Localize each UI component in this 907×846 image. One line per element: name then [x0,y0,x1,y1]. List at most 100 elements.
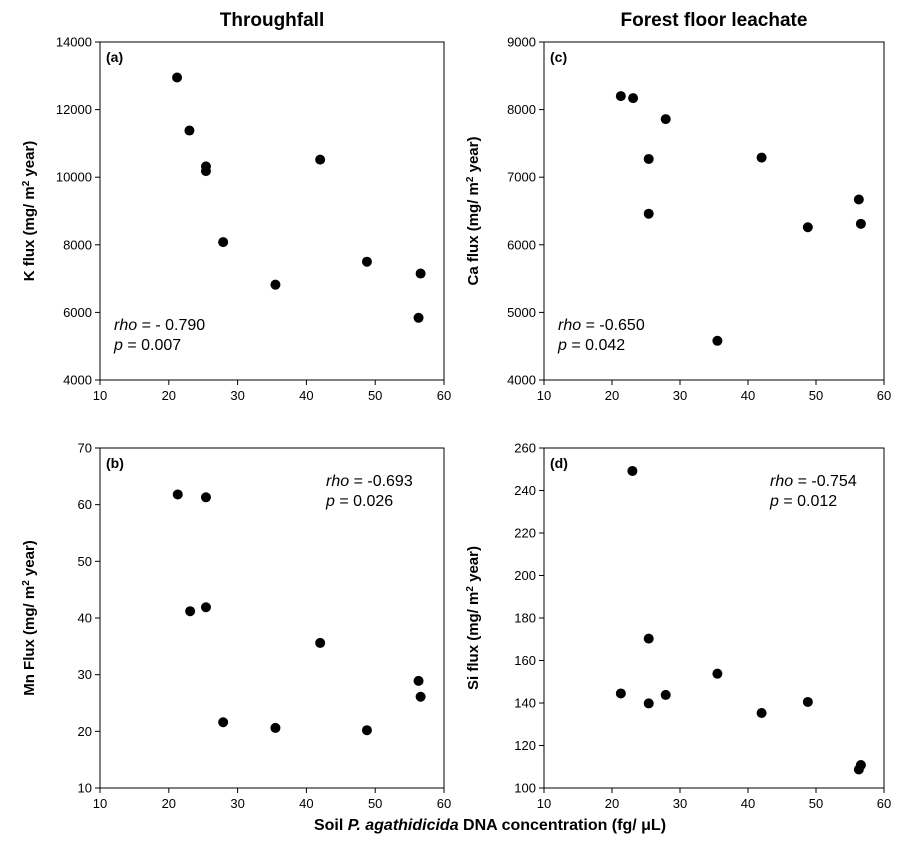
stat-p-value: = 0.042 [567,337,625,354]
x-tick-label: 40 [741,796,755,811]
y-tick-label: 180 [514,611,536,626]
data-point [200,166,211,177]
data-point [660,114,671,125]
data-point [315,637,326,648]
y-tick-label: 12000 [56,102,92,117]
stat-rho-symbol: rho [326,473,349,490]
y-axis-label-text: Si flux (mg/ m [465,592,482,690]
y-tick-label: 20 [78,724,92,739]
x-tick-label: 40 [299,796,313,811]
data-point [413,675,424,686]
y-axis-label: Ca flux (mg/ m2 year) [465,137,483,286]
data-point [415,691,426,702]
plot-frame [99,41,445,381]
x-tick-label: 50 [809,796,823,811]
stat-rho: rho = -0.650 [558,317,645,334]
x-axis-label-unit-start: DNA concentration (fg/ [459,817,642,834]
data-point [756,152,767,163]
stat-rho-value: = -0.754 [793,473,857,490]
y-axis-label-superscript: 2 [21,180,32,186]
stat-p-value: = 0.026 [335,493,393,510]
x-tick-label: 10 [93,796,107,811]
y-tick-label: 220 [514,526,536,541]
y-axis-label-unit: year) [21,141,38,181]
y-tick-label: 10000 [56,170,92,185]
y-tick-label: 6000 [63,305,92,320]
y-tick-label: 7000 [507,170,536,185]
stat-rho-symbol: rho [770,473,793,490]
data-point [172,489,183,500]
data-point [643,208,654,219]
y-axis-label-text: Ca flux (mg/ m [465,182,482,285]
data-point [855,218,866,229]
x-tick-label: 50 [809,388,823,403]
data-point [270,279,281,290]
stat-p: p = 0.042 [557,337,625,354]
x-tick-label: 50 [368,796,382,811]
stat-rho: rho = -0.754 [770,473,857,490]
x-tick-label: 60 [437,796,451,811]
data-point [660,689,671,700]
x-tick-label: 30 [230,796,244,811]
panel-label: (c) [550,49,567,65]
stat-rho-value: = -0.693 [349,473,413,490]
data-point [200,602,211,613]
column-title-forest-floor-leachate: Forest floor leachate [621,10,808,31]
y-tick-label: 140 [514,696,536,711]
stat-p: p = 0.007 [113,337,181,354]
x-tick-label: 40 [299,388,313,403]
y-tick-label: 260 [514,441,536,456]
data-point [627,465,638,476]
x-tick-label: 60 [877,388,891,403]
data-point [712,335,723,346]
y-tick-label: 8000 [507,102,536,117]
y-axis-label-unit: year) [465,546,482,586]
x-axis-label-prefix: Soil [314,817,348,834]
stat-p-value: = 0.012 [779,493,837,510]
data-point [615,688,626,699]
data-point [853,194,864,205]
panel-d-si-flux: 10 20 30 40 50 60 100 120 140 160 180 200 220 240 260 (… [465,441,892,812]
y-tick-label: 60 [78,497,92,512]
y-axis-label-superscript: 2 [465,176,476,182]
x-tick-label: 10 [537,796,551,811]
stat-p-symbol: p [557,337,567,354]
panel-label: (d) [550,455,568,471]
stat-p: p = 0.026 [325,493,393,510]
x-tick-label: 20 [605,796,619,811]
stat-rho: rho = - 0.790 [114,317,205,334]
y-axis-label: Mn Flux (mg/ m2 year) [21,540,39,696]
x-tick-label: 50 [368,388,382,403]
shared-x-axis-label: Soil P. agathidicida DNA concentration (… [314,817,666,834]
y-axis-label-text: K flux (mg/ m [21,186,38,281]
y-axis-label-superscript: 2 [465,586,476,592]
y-tick-label: 120 [514,738,536,753]
data-point [855,760,866,771]
stat-p-symbol: p [769,493,779,510]
data-point [218,237,229,248]
data-point [200,492,211,503]
y-axis-label-unit: year) [21,540,38,580]
y-tick-label: 5000 [507,305,536,320]
x-tick-label: 10 [93,388,107,403]
data-point [361,725,372,736]
y-axis-label: K flux (mg/ m2 year) [21,141,39,282]
stat-rho-symbol: rho [558,317,581,334]
y-axis-label-unit: year) [465,137,482,177]
data-point [415,268,426,279]
y-tick-label: 70 [78,441,92,456]
data-point [628,93,639,104]
data-point [643,633,654,644]
y-tick-label: 4000 [63,373,92,388]
data-point [643,153,654,164]
x-tick-label: 10 [537,388,551,403]
y-tick-label: 8000 [63,237,92,252]
y-axis-label: Si flux (mg/ m2 year) [465,546,483,690]
y-tick-label: 240 [514,483,536,498]
data-point [361,256,372,267]
x-axis-label-species: P. agathidicida [348,817,459,834]
panel-b-mn-flux: 10 20 30 40 50 60 10 20 30 40 50 60 70 (b) Mn Flux (mg… [21,441,452,812]
column-title-throughfall: Throughfall [220,10,324,31]
x-tick-label: 20 [605,388,619,403]
y-tick-label: 50 [78,554,92,569]
